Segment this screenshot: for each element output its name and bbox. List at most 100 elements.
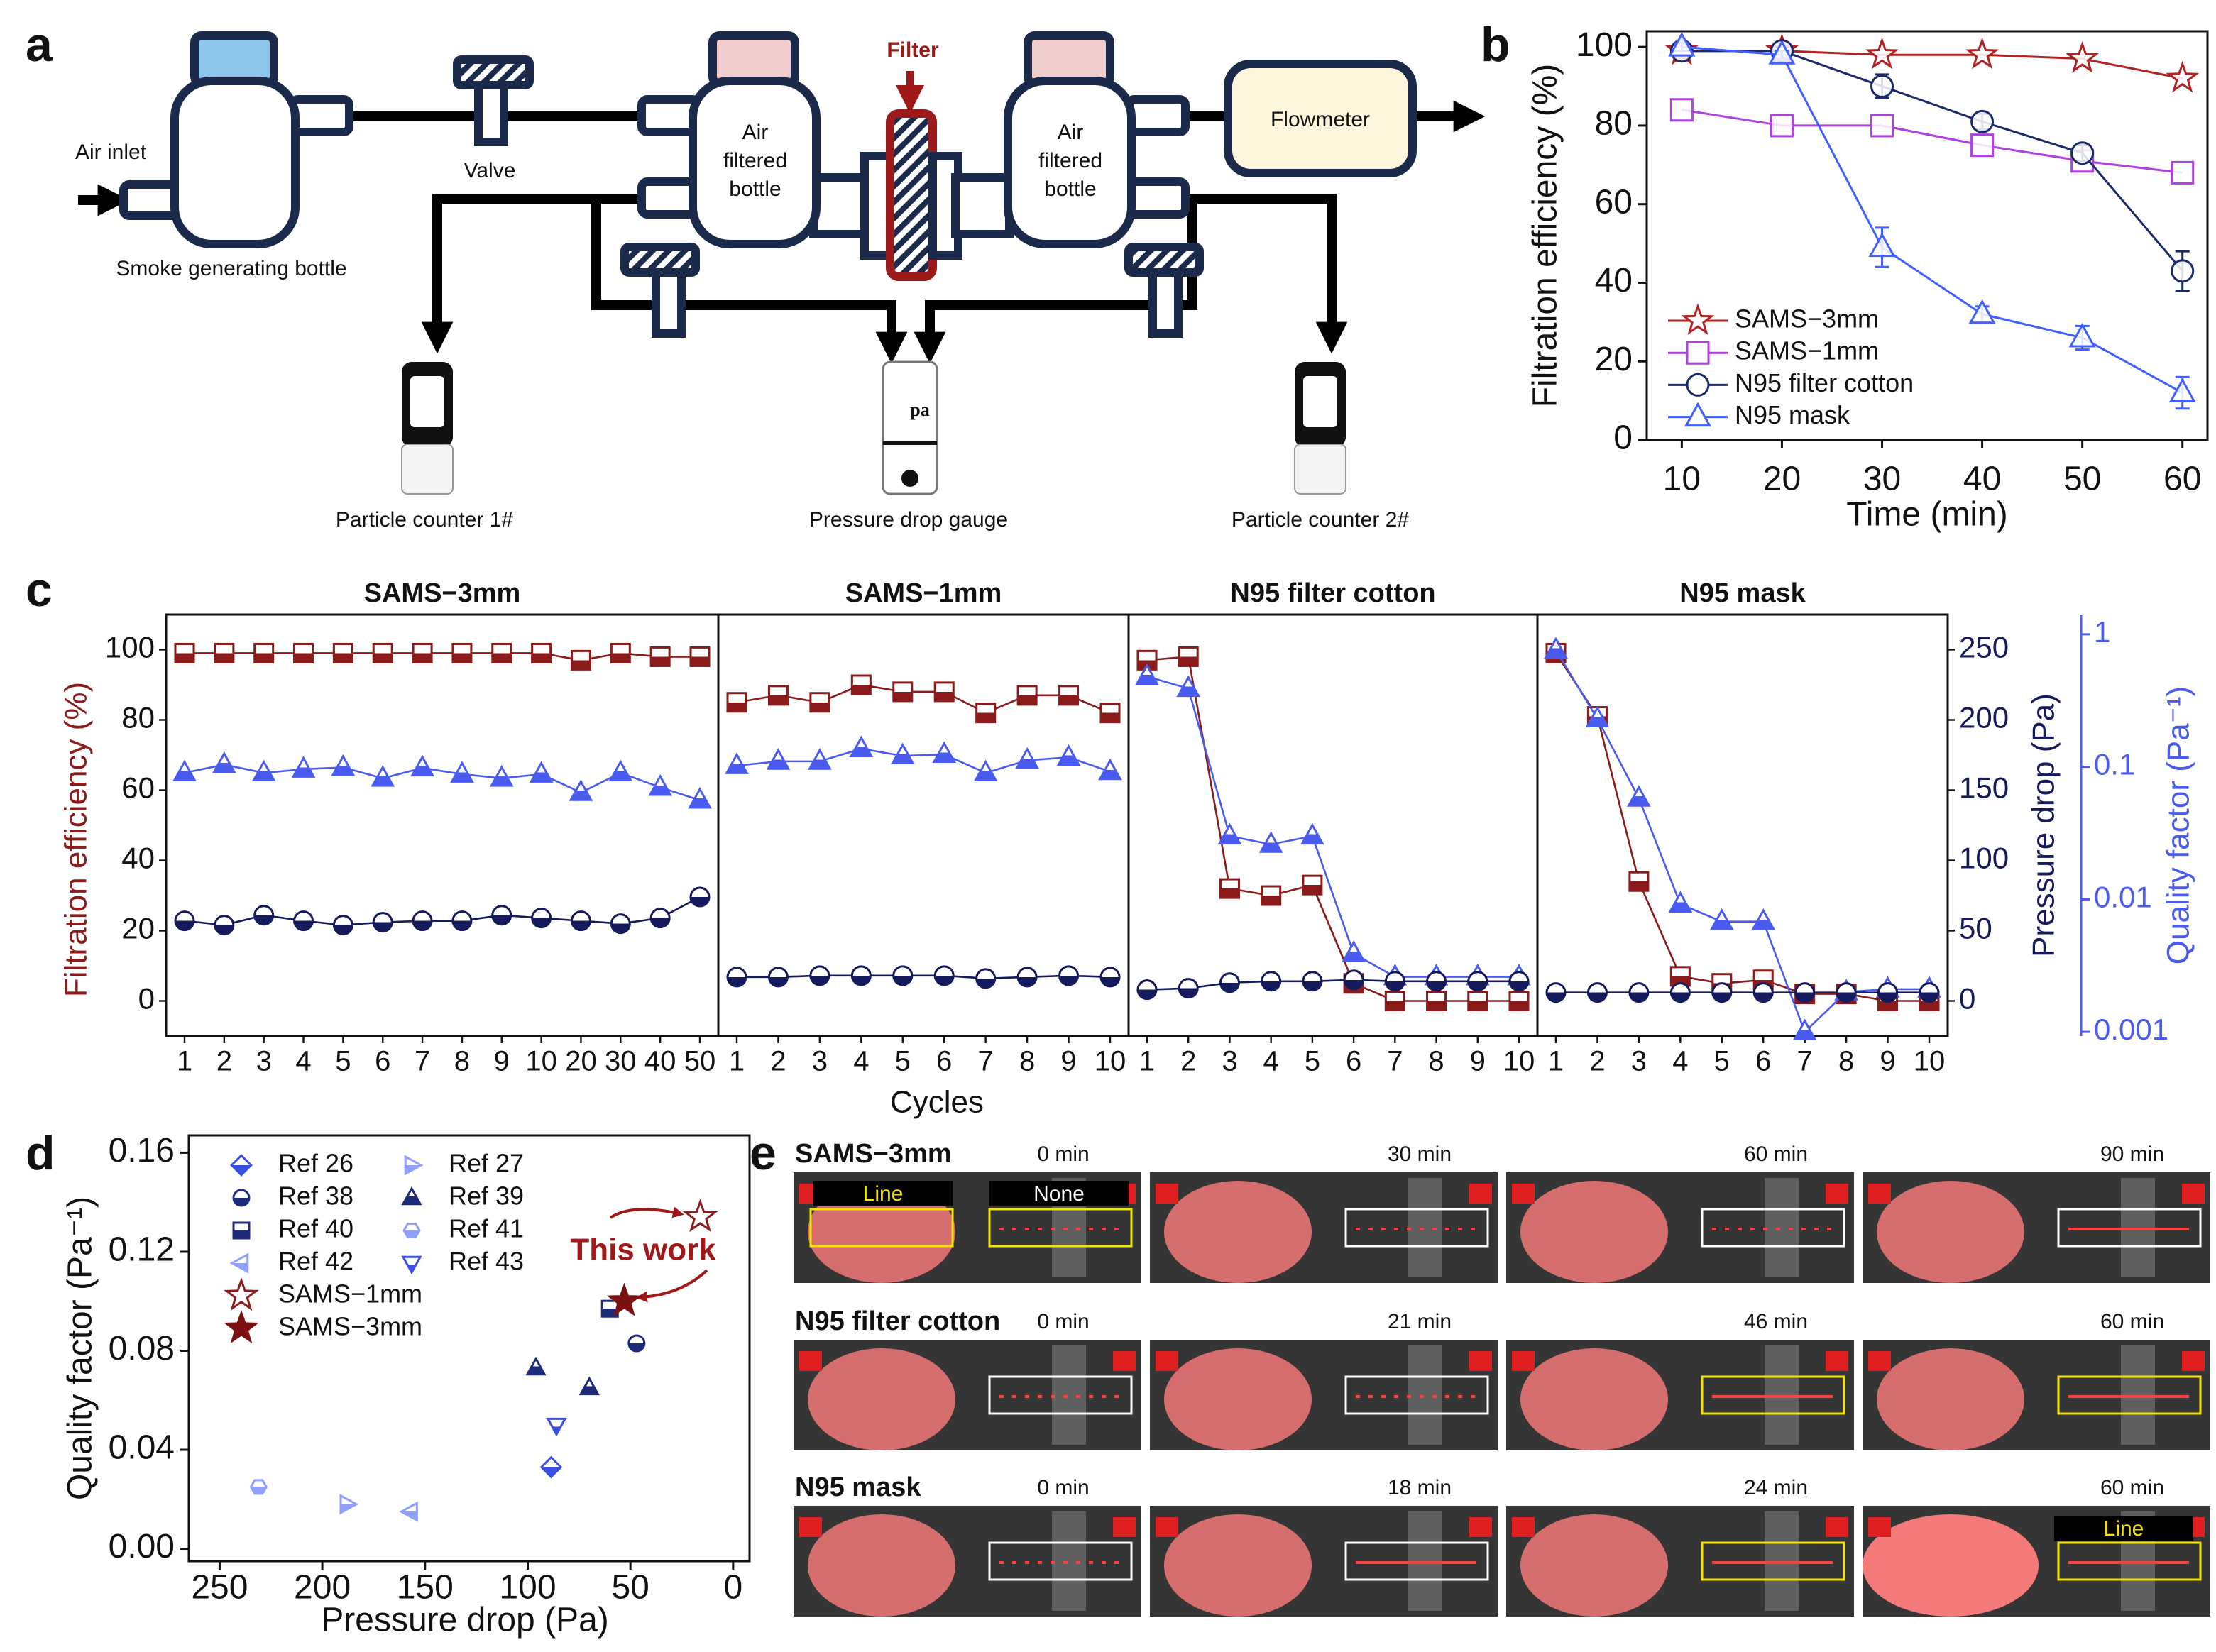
marker <box>1343 969 1364 991</box>
marker <box>726 967 747 988</box>
marker <box>1056 744 1081 766</box>
marker <box>1467 971 1488 992</box>
x-tick-label: 20 <box>1763 461 1801 498</box>
y-tick-label: 0 <box>138 982 155 1015</box>
marker <box>610 913 631 935</box>
marker <box>1770 114 1794 138</box>
marker <box>1711 982 1733 1003</box>
red-cap <box>1826 1351 1848 1371</box>
x-tick-label: 50 <box>684 1046 716 1077</box>
x-tick-label: 5 <box>1714 1046 1730 1077</box>
label: Pressure drop gauge <box>809 508 1008 532</box>
legend-label: N95 mask <box>1735 400 1850 429</box>
y-tick-label: 0.08 <box>109 1330 175 1367</box>
marker <box>531 908 552 929</box>
marker <box>606 1282 642 1316</box>
marker <box>766 748 791 770</box>
red-cap <box>1512 1184 1535 1204</box>
legend-label: Ref 26 <box>278 1149 353 1178</box>
marker <box>2066 41 2100 73</box>
marker <box>1544 637 1568 659</box>
x-tick-label: 5 <box>1305 1046 1320 1077</box>
series-line <box>1682 50 2183 79</box>
marker <box>1968 299 1996 324</box>
series-line <box>737 974 1111 980</box>
marker <box>529 761 554 783</box>
plot-frame <box>165 613 720 1037</box>
x-tick-label: 9 <box>494 1046 510 1077</box>
panel-label: a <box>26 18 53 72</box>
counter-base <box>401 444 454 495</box>
marker <box>892 965 914 986</box>
y-tick-label: 20 <box>121 912 155 945</box>
x-tick-label: 3 <box>1222 1046 1237 1077</box>
marker <box>1176 675 1201 698</box>
marker <box>1870 114 1894 138</box>
x-tick-label: 60 <box>2163 461 2201 498</box>
smoke-glow <box>808 1514 955 1617</box>
marker <box>2171 259 2195 283</box>
y-axis-label: Filtration efficiency (%) <box>59 682 94 997</box>
x-tick-label: 100 <box>499 1569 556 1607</box>
y-tick-label: 20 <box>1595 341 1633 378</box>
legend-marker <box>1686 373 1710 397</box>
marker <box>1836 982 1857 1003</box>
legend-label: Ref 40 <box>278 1214 353 1243</box>
marker <box>1965 37 2000 70</box>
marker <box>410 754 434 777</box>
series-line <box>1554 652 1929 1002</box>
label: Air <box>742 121 769 144</box>
bottle <box>170 77 300 248</box>
x-tick-label: 8 <box>454 1046 470 1077</box>
x-tick-label: 1 <box>1548 1046 1564 1077</box>
red-cap <box>1512 1517 1535 1537</box>
marker <box>332 915 353 936</box>
red-cap <box>1113 1517 1136 1537</box>
roi-box <box>1701 1541 1845 1581</box>
legend-marker <box>232 1189 251 1207</box>
marker <box>1628 982 1650 1003</box>
y2-tick-label: 50 <box>1959 912 1992 945</box>
time-label: 0 min <box>1037 1142 1089 1166</box>
marker <box>688 786 712 809</box>
roi-box <box>1701 1208 1845 1248</box>
port <box>119 180 182 220</box>
marker <box>608 759 633 782</box>
roi-box <box>988 1541 1133 1581</box>
panel-title: SAMS−3mm <box>364 578 521 608</box>
cap <box>1024 31 1114 88</box>
time-label: 46 min <box>1744 1310 1808 1333</box>
smoke-glow <box>1863 1514 2039 1617</box>
marker <box>1709 908 1734 930</box>
x-tick-label: 10 <box>1663 461 1701 498</box>
marker <box>293 910 314 932</box>
x-tick-label: 5 <box>335 1046 351 1077</box>
legend-marker <box>404 1155 424 1176</box>
y-tick-label: 0.16 <box>109 1132 175 1169</box>
y-tick-label: 0.04 <box>109 1429 175 1467</box>
marker <box>451 642 473 663</box>
x-tick-label: 6 <box>1346 1046 1361 1077</box>
red-cap <box>2182 1351 2205 1371</box>
marker <box>1058 685 1080 706</box>
bottle-neck <box>1408 1178 1442 1277</box>
red-cap <box>1826 1517 1848 1537</box>
roi-box <box>2057 1375 2202 1415</box>
marker <box>1217 822 1242 845</box>
legend-label: N95 filter cotton <box>1735 368 1914 397</box>
y-tick-label: 80 <box>121 701 155 734</box>
marker <box>450 761 474 783</box>
x-tick-label: 10 <box>525 1046 557 1077</box>
cap <box>708 31 799 88</box>
y3-tick-label: 0.01 <box>2094 880 2152 913</box>
marker <box>1016 685 1038 706</box>
time-label: 60 min <box>1744 1142 1808 1166</box>
marker <box>1302 971 1323 992</box>
marker <box>975 703 997 724</box>
marker <box>1669 982 1691 1003</box>
y-tick-label: 0.12 <box>109 1231 175 1269</box>
x-tick-label: 10 <box>1914 1046 1946 1077</box>
marker <box>1868 232 1896 258</box>
smoke-glow <box>1520 1181 1668 1283</box>
marker <box>1865 37 1899 70</box>
